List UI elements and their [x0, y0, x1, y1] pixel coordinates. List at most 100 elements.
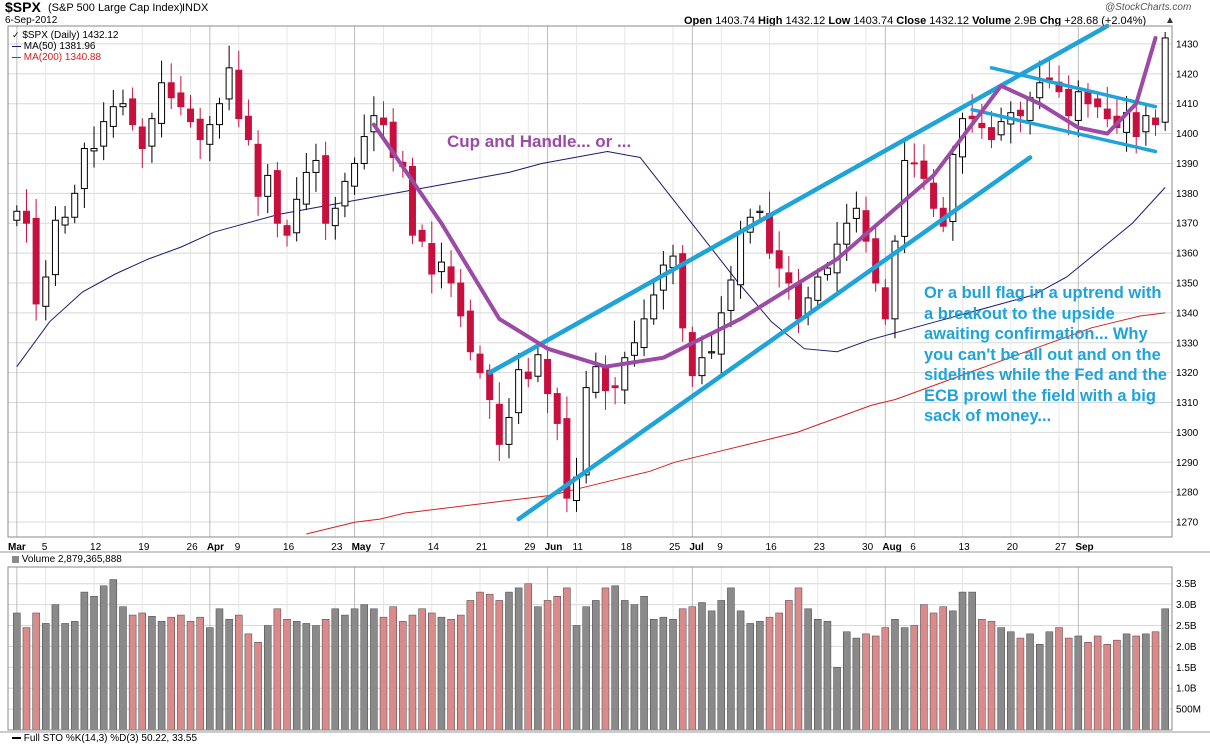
candle-down: [544, 358, 552, 395]
legend-ma200-swatch: [12, 56, 21, 58]
candle-down: [283, 225, 291, 236]
candle-up: [582, 387, 590, 476]
candle-up: [708, 351, 716, 354]
candle-up: [1161, 37, 1169, 123]
volume-bar: [862, 633, 870, 731]
price-tick-label: 1320: [1176, 368, 1199, 379]
date-tick-label: Jun: [545, 542, 563, 553]
candle-up: [621, 357, 629, 391]
candle-down: [466, 310, 474, 353]
candle-up: [505, 416, 513, 445]
date-tick-label: 9: [235, 542, 241, 553]
candle-up: [823, 267, 831, 276]
volume-bar: [408, 614, 417, 731]
candle-up: [534, 354, 542, 377]
candle-up: [264, 174, 272, 197]
volume-bar: [215, 608, 224, 731]
bull-flag-annotation: Or a bull flag in a uptrend with a break…: [924, 284, 1167, 425]
volume-bar: [1142, 633, 1150, 731]
candle-up: [515, 369, 523, 414]
volume-bar: [186, 621, 195, 731]
drawn-annotations: [371, 23, 1158, 522]
candle-up: [71, 192, 79, 218]
date-tick-label: 13: [959, 542, 971, 553]
chart-index-name: (S&P 500 Large Cap Index): [48, 2, 183, 14]
volume-bar: [871, 635, 880, 731]
candle-up: [215, 103, 223, 126]
price-tick-label: 1420: [1176, 69, 1199, 80]
candle-down: [457, 282, 465, 317]
cup-handle-annotation: Cup and Handle... or ...: [447, 132, 632, 151]
chart-axes: 1270128012901300131013201330134013501360…: [8, 39, 1201, 715]
low-value: 1403.74: [853, 15, 894, 27]
channel-upper-line: [487, 23, 1110, 375]
volume-bar: [1132, 635, 1140, 731]
volume-bar: [814, 618, 822, 731]
volume-bar: [1045, 631, 1054, 731]
date-tick-label: 25: [669, 542, 681, 553]
volume-bar: [640, 596, 648, 731]
volume-bar: [389, 606, 397, 731]
volume-bar: [736, 610, 745, 731]
date-tick-label: 26: [187, 542, 199, 553]
chart-symbol: $SPX: [5, 0, 41, 15]
volume-bar: [99, 585, 108, 731]
candle-up: [843, 222, 851, 245]
volume-tick-label: 1.5B: [1176, 663, 1197, 674]
date-tick-label: 16: [283, 542, 295, 553]
volume-bar: [177, 614, 185, 731]
date-tick-label: 29: [524, 542, 536, 553]
volume-bar: [254, 641, 262, 731]
volume-bar: [929, 612, 938, 731]
volume-bar: [649, 618, 658, 731]
candle-up: [293, 198, 301, 234]
candle-up: [592, 366, 600, 393]
candle-down: [447, 266, 455, 284]
volume-bar: [601, 587, 610, 731]
price-tick-label: 1330: [1176, 338, 1199, 349]
candle-up: [51, 219, 59, 276]
volume-bar: [80, 591, 89, 731]
price-tick-label: 1300: [1176, 428, 1199, 439]
candle-down: [1065, 88, 1073, 117]
volume-bar: [707, 610, 716, 731]
candle-up: [949, 153, 957, 222]
volume-bar: [128, 614, 137, 731]
candle-down: [1132, 112, 1140, 138]
volume-bar: [235, 614, 243, 731]
candle-down: [1084, 91, 1092, 105]
candle-down: [235, 69, 243, 120]
volume-bar: [968, 591, 976, 731]
volume-bar: [244, 633, 253, 731]
volume-bar: [514, 587, 523, 731]
volume-bar: [939, 606, 947, 731]
price-tick-label: 1400: [1176, 129, 1199, 140]
volume-bar: [659, 616, 668, 731]
volume-bar: [1055, 627, 1063, 731]
candle-down: [167, 82, 175, 99]
panel-frames: [0, 25, 1210, 733]
price-tick-label: 1380: [1176, 189, 1199, 200]
candle-down: [930, 182, 938, 209]
candle-up: [650, 294, 658, 320]
volume-tick-label: 3.5B: [1176, 579, 1197, 590]
volume-bar: [891, 618, 899, 731]
volume-bar: [765, 616, 774, 731]
ma50-line: [16, 150, 1166, 367]
volume-bar: [997, 627, 1005, 731]
volume-bar: [592, 600, 600, 731]
volume-bar: [42, 623, 50, 731]
volume-bar: [746, 623, 754, 731]
volume-bar: [669, 618, 677, 731]
candle-down: [978, 122, 986, 129]
ohlc-summary: Open 1403.74 High 1432.12 Low 1403.74 Cl…: [684, 15, 1146, 27]
date-tick-label: 9: [717, 542, 723, 553]
candle-down: [987, 127, 995, 141]
candle-down: [1094, 98, 1102, 108]
candle-up: [351, 162, 359, 187]
volume-bar: [804, 608, 812, 731]
date-tick-label: 19: [138, 542, 150, 553]
date-tick-label: 23: [814, 542, 826, 553]
volume-bar: [717, 600, 726, 731]
